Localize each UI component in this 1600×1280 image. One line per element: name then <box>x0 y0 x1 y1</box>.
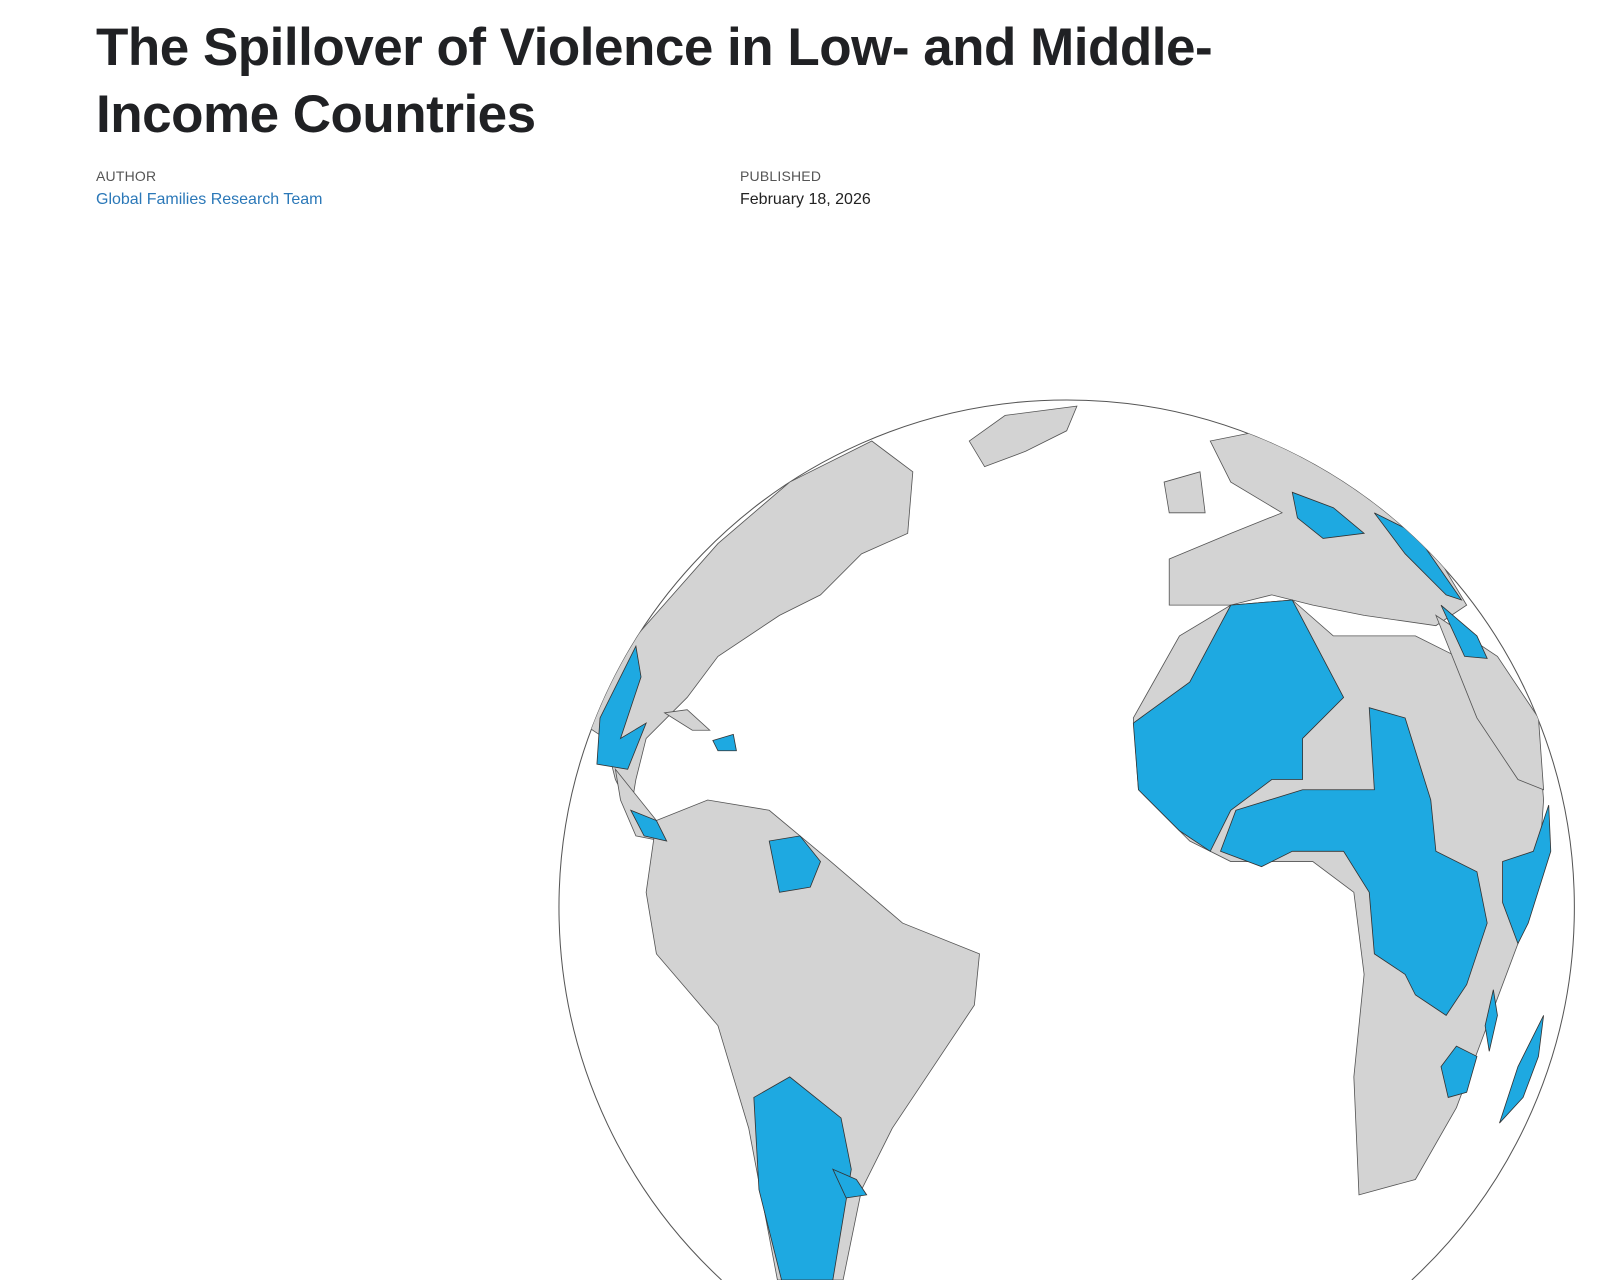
country-somalia[interactable] <box>1502 804 1552 945</box>
country-mexico[interactable] <box>596 644 647 770</box>
author-link[interactable]: Global Families Research Team <box>96 191 323 208</box>
land-cuba[interactable] <box>663 709 711 731</box>
land-south-america[interactable] <box>645 799 980 1280</box>
published-date: February 18, 2026 <box>740 191 871 208</box>
country-west-africa[interactable] <box>1132 599 1345 852</box>
published-label: PUBLISHED <box>740 168 822 184</box>
published-block: PUBLISHED February 18, 2026 <box>740 168 871 209</box>
author-label: AUTHOR <box>96 168 157 184</box>
country-uruguay[interactable] <box>831 1168 868 1199</box>
country-guianas[interactable] <box>768 835 821 893</box>
country-central-africa[interactable] <box>1219 707 1488 1016</box>
land-greenland[interactable] <box>968 405 1078 468</box>
country-madagascar[interactable] <box>1499 1015 1544 1124</box>
country-argentina[interactable] <box>753 1076 852 1280</box>
country-egypt-strip[interactable] <box>1440 604 1488 659</box>
country-haiti[interactable] <box>712 733 737 752</box>
country-mozambique-strip[interactable] <box>1484 989 1498 1052</box>
author-block: AUTHOR Global Families Research Team <box>96 168 322 209</box>
country-ukraine[interactable] <box>1291 491 1366 539</box>
country-central-america[interactable] <box>629 809 668 842</box>
country-zimbabwe[interactable] <box>1440 1045 1478 1098</box>
land-middle-east[interactable] <box>1435 614 1545 791</box>
land-uk[interactable] <box>1163 471 1206 514</box>
page-title: The Spillover of Violence in Low- and Mi… <box>96 18 1213 144</box>
